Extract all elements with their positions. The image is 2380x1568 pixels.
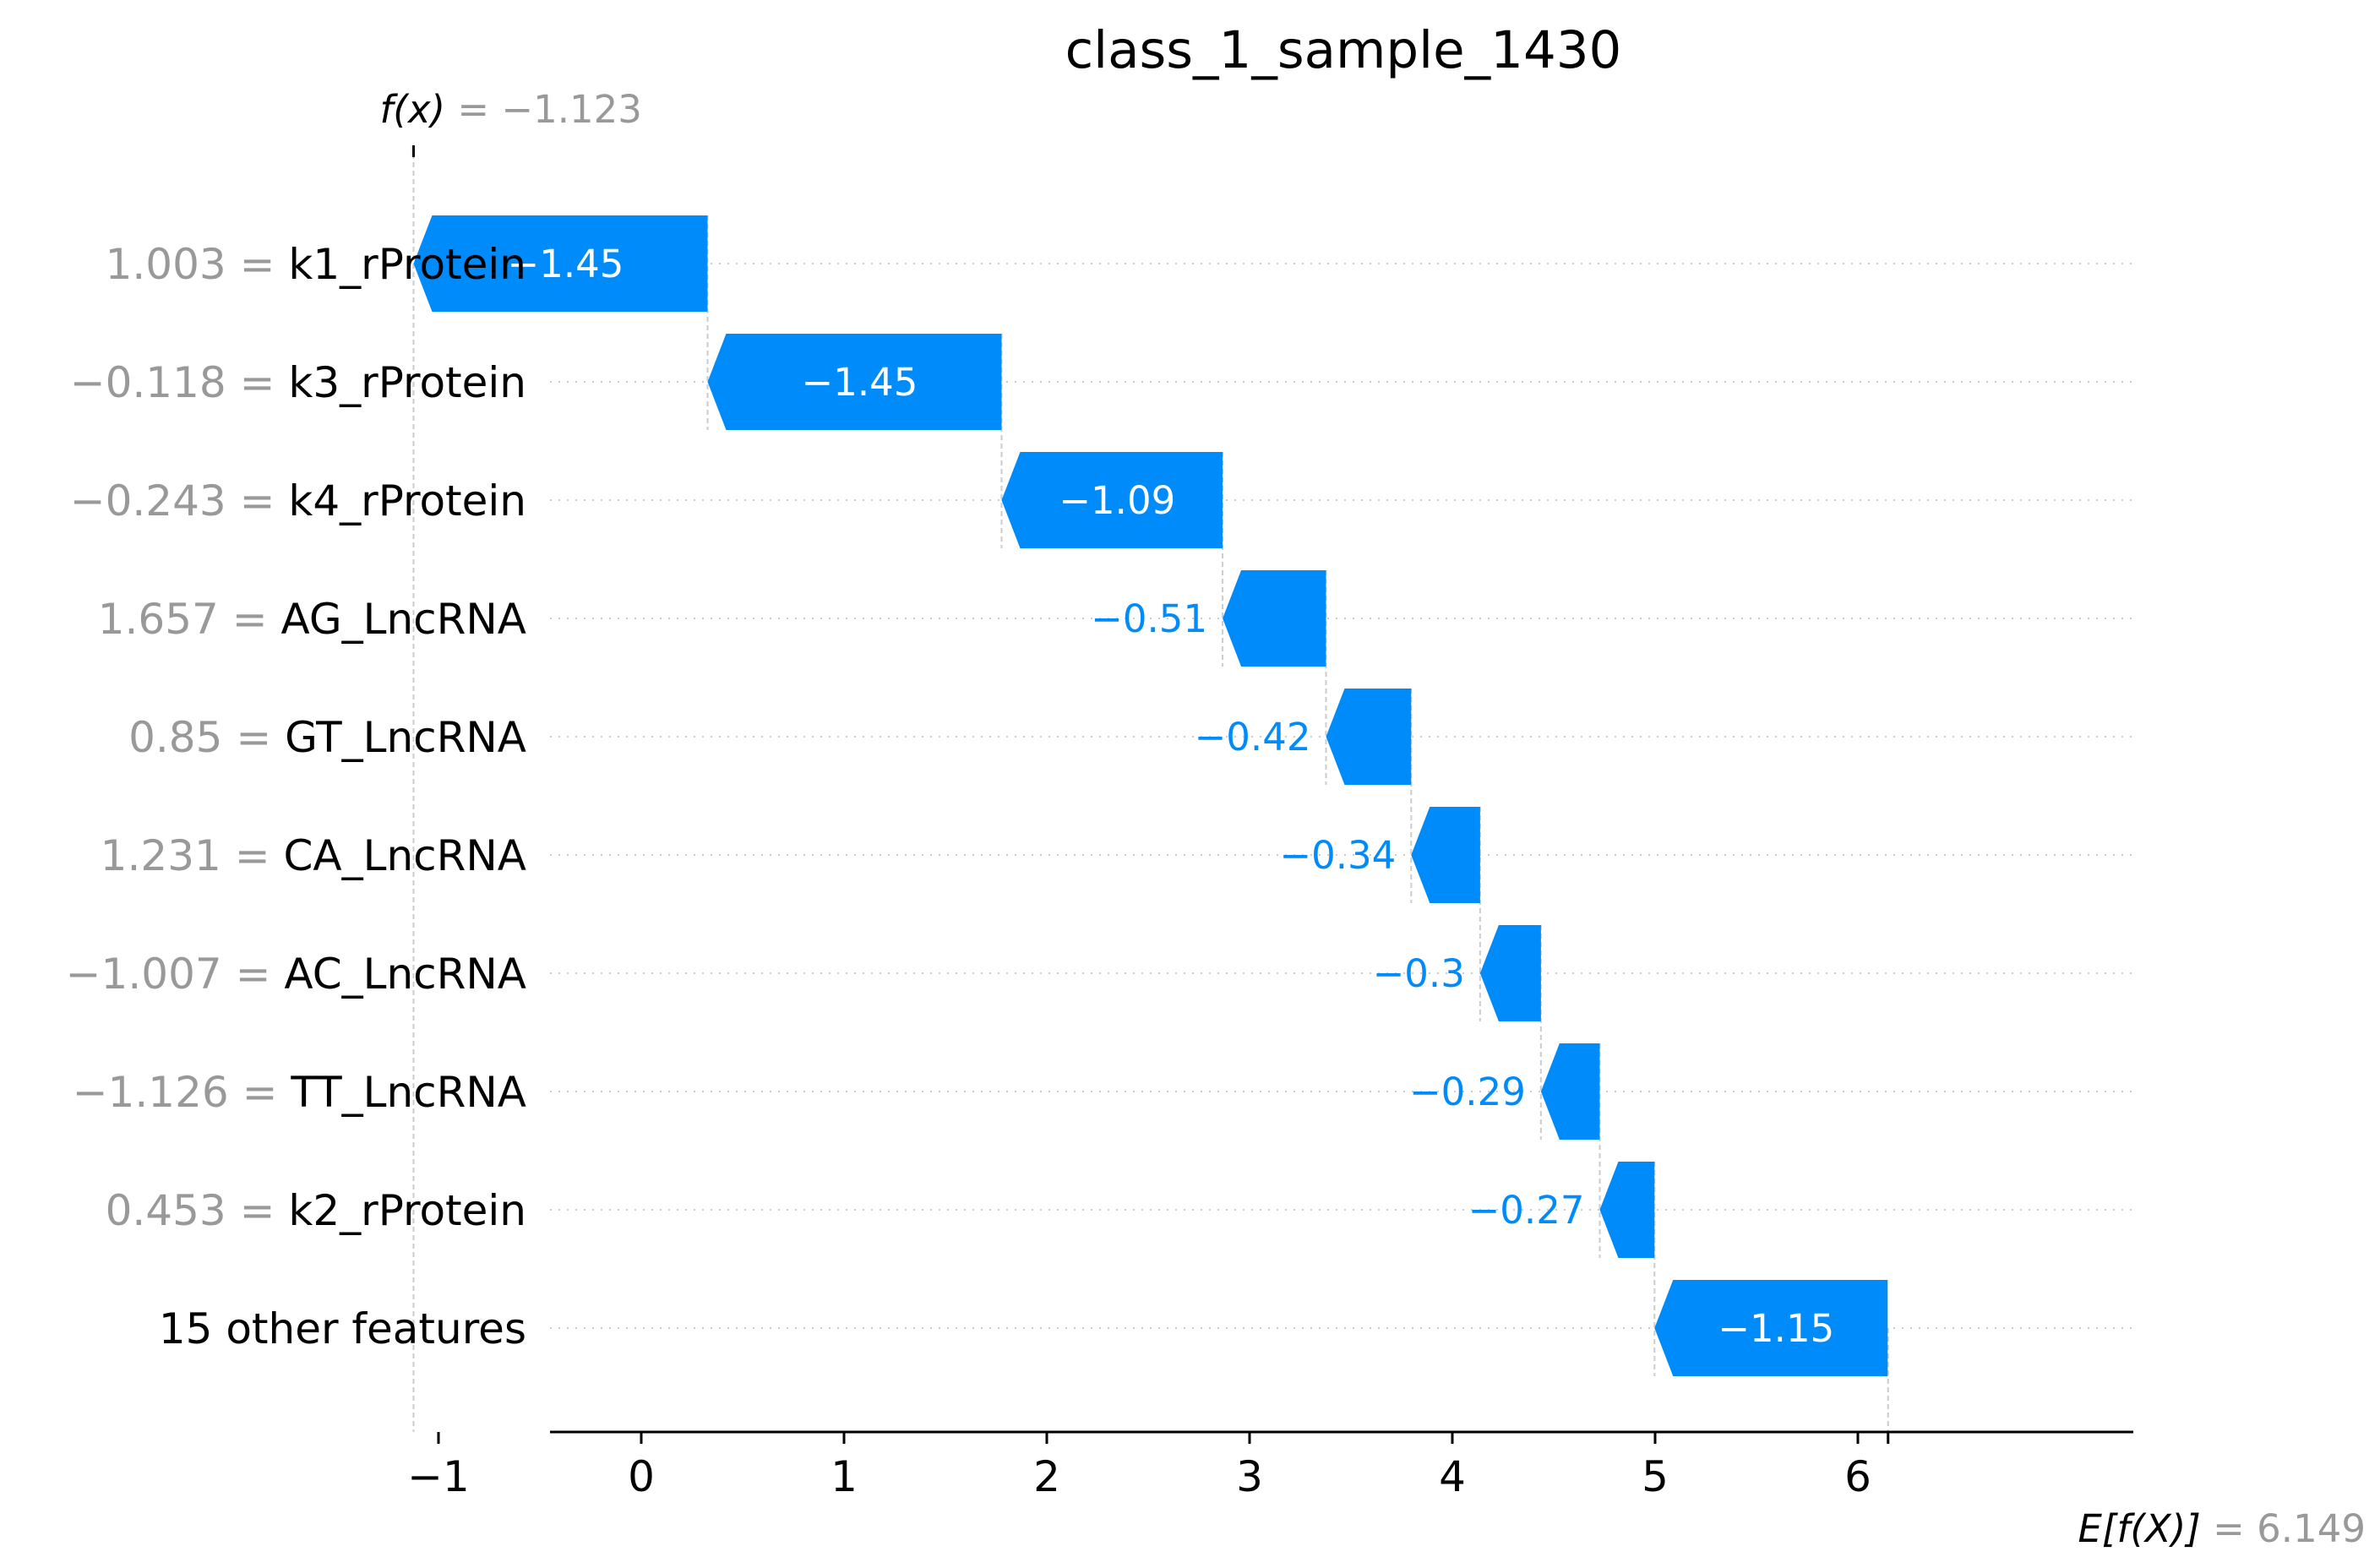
bar-15 other features (1654, 1280, 1888, 1376)
bar-AG_LncRNA (1223, 570, 1326, 667)
feature-value: −0.118 = (70, 358, 289, 407)
base-annotation: E[f(X)] = 6.149 (2078, 1506, 2366, 1551)
bar-k1_rProtein (413, 215, 708, 312)
x-tick-label: 0 (628, 1452, 655, 1501)
bar-k4_rProtein (1001, 452, 1223, 548)
feature-name: k3_rProtein (288, 358, 526, 407)
feature-value: 0.453 = (106, 1186, 289, 1235)
annotation-layer: f(x) = −1.123 E[f(X)] = 6.149 (379, 87, 2366, 1551)
feature-label: 0.85 = GT_LncRNA (128, 713, 526, 762)
bar-value-label: −0.42 (1195, 715, 1311, 760)
feature-label: −0.243 = k4_rProtein (70, 476, 526, 525)
bar-value-label: −1.09 (1059, 478, 1175, 523)
feature-name: k1_rProtein (288, 240, 526, 289)
x-tick-label: 5 (1642, 1452, 1669, 1501)
bar-value-label: −0.3 (1373, 951, 1465, 996)
x-tick-label: 3 (1236, 1452, 1263, 1501)
chart-title: class_1_sample_1430 (1065, 20, 1622, 80)
x-tick-label: 1 (831, 1452, 858, 1501)
feature-name: GT_LncRNA (285, 713, 526, 762)
feature-label: 0.453 = k2_rProtein (106, 1186, 526, 1235)
bar-value-label: −1.45 (802, 360, 918, 405)
base-value: = 6.149 (2201, 1506, 2366, 1551)
x-axis: −1 0 1 2 3 4 5 6 (407, 1430, 2133, 1501)
fx-annotation: f(x) = −1.123 (379, 87, 641, 132)
connector-layer (411, 145, 1890, 1444)
feature-label: 1.231 = CA_LncRNA (101, 831, 526, 880)
feature-name: AG_LncRNA (281, 595, 526, 644)
bar-k3_rProtein (707, 334, 1002, 430)
x-tick-label: 6 (1844, 1452, 1871, 1501)
bar-TT_LncRNA (1540, 1043, 1600, 1140)
bar-k2_rProtein (1599, 1162, 1655, 1258)
feature-label: −0.118 = k3_rProtein (70, 358, 526, 407)
feature-label: 15 other features (159, 1304, 526, 1353)
label-layer: −1.451.003 = k1_rProtein−1.45−0.118 = k3… (66, 240, 1835, 1353)
bar-value-label: −1.45 (508, 242, 624, 286)
feature-value: 1.003 = (106, 240, 289, 289)
bar-AC_LncRNA (1479, 925, 1541, 1021)
feature-label: −1.007 = AC_LncRNA (66, 950, 526, 999)
fx-label: f(x) (379, 87, 445, 132)
feature-value: −0.243 = (70, 476, 289, 525)
feature-name: 15 other features (159, 1304, 526, 1353)
bar-value-label: −0.29 (1409, 1070, 1526, 1114)
base-label: E[f(X)] (2078, 1506, 2201, 1551)
feature-value: 1.657 = (98, 595, 281, 644)
bar-CA_LncRNA (1411, 807, 1480, 903)
feature-value: 1.231 = (101, 831, 284, 880)
bar-value-label: −0.34 (1279, 833, 1396, 878)
feature-name: AC_LncRNA (284, 950, 526, 999)
bar-value-label: −0.51 (1091, 596, 1207, 641)
feature-name: TT_LncRNA (290, 1068, 526, 1117)
bar-GT_LncRNA (1326, 689, 1412, 785)
feature-value: 0.85 = (128, 713, 285, 762)
feature-name: k4_rProtein (288, 476, 526, 525)
fx-value: = −1.123 (445, 87, 642, 132)
feature-label: −1.126 = TT_LncRNA (73, 1068, 526, 1117)
feature-label: 1.003 = k1_rProtein (106, 240, 526, 289)
feature-label: 1.657 = AG_LncRNA (98, 595, 526, 644)
feature-value: −1.126 = (73, 1068, 291, 1117)
feature-value: −1.007 = (66, 950, 285, 999)
bar-value-label: −0.27 (1468, 1188, 1585, 1233)
bar-layer (413, 215, 1888, 1376)
feature-name: CA_LncRNA (284, 831, 527, 880)
x-tick-label: 4 (1439, 1452, 1466, 1501)
x-tick-label: 2 (1033, 1452, 1060, 1501)
feature-name: k2_rProtein (288, 1186, 526, 1235)
x-tick-label: −1 (407, 1452, 470, 1501)
bar-value-label: −1.15 (1718, 1306, 1834, 1351)
